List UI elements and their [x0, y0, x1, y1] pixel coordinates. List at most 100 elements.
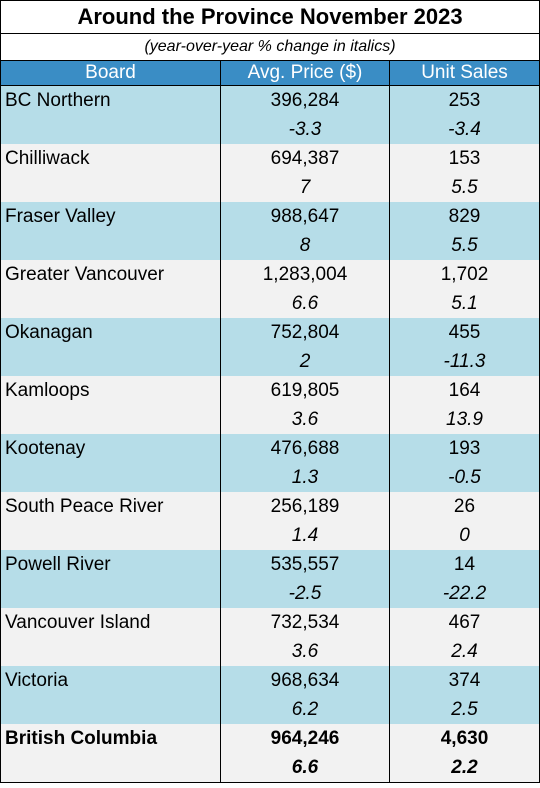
board-name: Powell River — [1, 550, 221, 608]
avg-price-cell: 752,804 2 — [221, 318, 390, 376]
unit-sales: 467 — [448, 612, 481, 633]
avg-price-change: 3.6 — [291, 641, 319, 662]
avg-price-cell: 988,647 8 — [221, 202, 390, 260]
unit-sales-cell: 4,630 2.2 — [390, 724, 539, 782]
unit-sales-change: 13.9 — [446, 409, 483, 430]
board-name: Kamloops — [1, 376, 221, 434]
unit-sales-change: -11.3 — [443, 351, 486, 372]
avg-price: 752,804 — [270, 322, 340, 343]
avg-price-cell: 535,557 -2.5 — [221, 550, 390, 608]
unit-sales: 253 — [448, 90, 481, 111]
avg-price-change: 1.3 — [291, 467, 319, 488]
table-row: BC Northern 396,284 -3.3 253 -3.4 — [1, 86, 539, 144]
avg-price: 396,284 — [270, 90, 340, 111]
table-subtitle: (year-over-year % change in italics) — [1, 34, 539, 61]
avg-price-cell: 256,189 1.4 — [221, 492, 390, 550]
avg-price: 694,387 — [270, 148, 340, 169]
unit-sales-change: -3.4 — [448, 119, 481, 140]
unit-sales-change: 0 — [459, 525, 470, 546]
board-name: Vancouver Island — [1, 608, 221, 666]
board-name: Greater Vancouver — [1, 260, 221, 318]
avg-price-cell: 964,246 6.6 — [221, 724, 390, 782]
table-row: Kootenay 476,688 1.3 193 -0.5 — [1, 434, 539, 492]
unit-sales-cell: 1,702 5.1 — [390, 260, 539, 318]
avg-price: 256,189 — [270, 496, 340, 517]
unit-sales-cell: 153 5.5 — [390, 144, 539, 202]
table-row: Chilliwack 694,387 7 153 5.5 — [1, 144, 539, 202]
table-row: Vancouver Island 732,534 3.6 467 2.4 — [1, 608, 539, 666]
avg-price-cell: 476,688 1.3 — [221, 434, 390, 492]
unit-sales-change: 2.4 — [451, 641, 478, 662]
unit-sales: 1,702 — [440, 264, 489, 285]
avg-price: 535,557 — [270, 554, 340, 575]
board-name: South Peace River — [1, 492, 221, 550]
unit-sales-change: 2.5 — [451, 699, 478, 720]
avg-price: 968,634 — [270, 670, 340, 691]
total-row: British Columbia 964,246 6.6 4,630 2.2 — [1, 724, 539, 782]
table-header: Board Avg. Price ($) Unit Sales — [1, 61, 539, 86]
table-title: Around the Province November 2023 — [1, 0, 539, 34]
avg-price-change: 3.6 — [291, 409, 319, 430]
unit-sales: 829 — [448, 206, 481, 227]
unit-sales-change: -0.5 — [448, 467, 481, 488]
avg-price-cell: 694,387 7 — [221, 144, 390, 202]
avg-price-change: 1.4 — [291, 525, 319, 546]
board-name: Victoria — [1, 666, 221, 724]
table-row: Greater Vancouver 1,283,004 6.6 1,702 5.1 — [1, 260, 539, 318]
unit-sales-cell: 829 5.5 — [390, 202, 539, 260]
avg-price: 476,688 — [270, 438, 340, 459]
avg-price-change: 7 — [299, 177, 311, 198]
unit-sales: 374 — [448, 670, 481, 691]
table-row: Okanagan 752,804 2 455 -11.3 — [1, 318, 539, 376]
unit-sales-cell: 253 -3.4 — [390, 86, 539, 144]
avg-price: 988,647 — [270, 206, 340, 227]
avg-price: 619,805 — [270, 380, 340, 401]
unit-sales-cell: 455 -11.3 — [390, 318, 539, 376]
unit-sales-change: -22.2 — [442, 583, 487, 604]
board-name: BC Northern — [1, 86, 221, 144]
avg-price-change: -2.5 — [288, 583, 322, 604]
unit-sales: 193 — [448, 438, 481, 459]
avg-price-cell: 968,634 6.2 — [221, 666, 390, 724]
header-avg-price: Avg. Price ($) — [221, 61, 390, 85]
avg-price-cell: 1,283,004 6.6 — [221, 260, 390, 318]
avg-price-cell: 619,805 3.6 — [221, 376, 390, 434]
unit-sales: 4,630 — [440, 728, 489, 749]
board-name: Chilliwack — [1, 144, 221, 202]
unit-sales-cell: 164 13.9 — [390, 376, 539, 434]
unit-sales-change: 2.2 — [451, 757, 478, 778]
avg-price: 964,246 — [270, 728, 340, 749]
unit-sales-cell: 374 2.5 — [390, 666, 539, 724]
unit-sales: 26 — [453, 496, 476, 517]
avg-price-change: 6.2 — [291, 699, 319, 720]
unit-sales: 14 — [453, 554, 476, 575]
avg-price-change: 2 — [299, 351, 311, 372]
table-row: Victoria 968,634 6.2 374 2.5 — [1, 666, 539, 724]
board-name: Kootenay — [1, 434, 221, 492]
avg-price-change: 8 — [299, 235, 311, 256]
avg-price-change: 6.6 — [291, 757, 319, 778]
header-unit-sales: Unit Sales — [421, 62, 508, 83]
avg-price-change: 6.6 — [291, 293, 319, 314]
table-row: South Peace River 256,189 1.4 26 0 — [1, 492, 539, 550]
board-name: Okanagan — [1, 318, 221, 376]
avg-price-change: -3.3 — [288, 119, 322, 140]
unit-sales-change: 5.5 — [451, 177, 478, 198]
header-board: Board — [1, 61, 221, 85]
unit-sales-change: 5.1 — [451, 293, 478, 314]
table-row: Powell River 535,557 -2.5 14 -22.2 — [1, 550, 539, 608]
avg-price-cell: 732,534 3.6 — [221, 608, 390, 666]
unit-sales-cell: 14 -22.2 — [390, 550, 539, 608]
unit-sales-cell: 26 0 — [390, 492, 539, 550]
avg-price-cell: 396,284 -3.3 — [221, 86, 390, 144]
avg-price: 732,534 — [270, 612, 340, 633]
avg-price: 1,283,004 — [262, 264, 348, 285]
unit-sales: 164 — [448, 380, 481, 401]
table-row: Kamloops 619,805 3.6 164 13.9 — [1, 376, 539, 434]
board-name: Fraser Valley — [1, 202, 221, 260]
unit-sales-change: 5.5 — [451, 235, 478, 256]
board-name: British Columbia — [1, 724, 221, 782]
unit-sales-cell: 467 2.4 — [390, 608, 539, 666]
table-row: Fraser Valley 988,647 8 829 5.5 — [1, 202, 539, 260]
